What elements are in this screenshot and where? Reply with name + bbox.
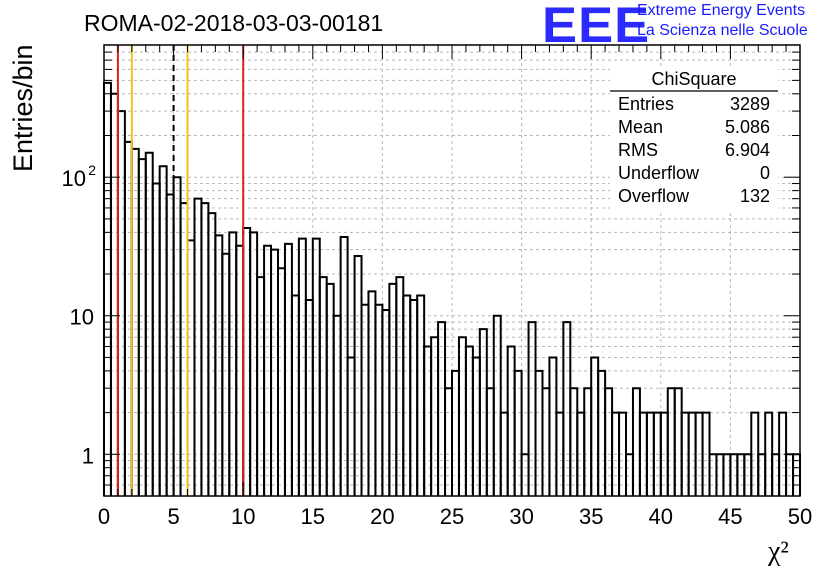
stats-row-value: 6.904 [725,140,770,160]
stats-row-value: 5.086 [725,117,770,137]
histogram-bin [597,369,607,496]
histogram-bin [186,239,196,496]
histogram-bin [534,369,544,496]
histogram-bin [492,314,502,496]
histogram-bin [137,158,147,496]
histogram-bin [457,336,467,496]
stats-row-label: Entries [618,94,674,114]
histogram-bin [583,387,593,496]
x-tick-label: 45 [718,504,742,529]
histogram-bin [416,294,426,496]
histogram-bin [277,267,286,496]
histogram-bin [270,248,279,496]
histogram-bin [673,387,683,496]
histogram-bin [402,294,412,496]
histogram-bin [221,252,231,496]
histogram-bin [332,314,342,496]
histogram-bin [451,369,460,496]
histogram-bin [430,336,440,496]
histogram-bin [346,356,356,496]
logo-subtitle-line1: Extreme Energy Events [637,2,806,19]
histogram-bin [471,356,481,496]
histogram-bin [151,182,161,496]
stats-row-label: Overflow [618,186,690,206]
y-tick-label: 10 [70,305,94,330]
stats-box: ChiSquare Entries 3289 Mean 5.086 RMS 6.904 Und… [610,68,778,210]
histogram-bin [193,197,203,496]
histogram-bin [590,356,600,496]
histogram-bin [527,321,537,496]
x-tick-label: 15 [301,504,325,529]
histogram-bin [200,202,210,496]
x-tick-label: 10 [231,504,255,529]
histogram-bin [569,387,579,496]
x-tick-label: 50 [788,504,812,529]
chart-title: ROMA-02-2018-03-03-00181 [84,10,384,36]
histogram-bin [604,387,614,496]
histogram-bin [541,387,551,496]
histogram-bin [513,369,523,496]
histogram-bin [562,321,572,496]
histogram-bin [353,254,363,496]
histogram-bin [318,276,328,496]
histogram-bin [464,345,474,496]
histogram-bin [339,236,349,496]
stats-row-value: 0 [760,163,770,183]
histogram-bin [290,294,300,496]
axes [103,44,801,497]
stats-row-label: Underflow [618,163,700,183]
y-tick-exponent: 2 [88,162,96,178]
histogram-bin [631,387,641,496]
stats-row-label: Mean [618,117,663,137]
histogram-bin [437,321,447,496]
reference-lines [116,45,245,496]
histogram-bin [144,151,154,496]
histogram-bin [297,237,307,496]
histogram-bin [283,242,293,496]
histogram-bin [395,276,405,496]
x-tick-label: 20 [370,504,394,529]
y-tick-label: 10 [62,166,86,191]
histogram-bin [165,193,175,496]
histogram-bin [242,226,252,496]
histogram-bin [116,110,126,496]
histogram-bin [228,231,238,496]
stats-title: ChiSquare [651,69,736,89]
histogram-bin [172,176,182,496]
eee-logo: EEE [542,0,651,53]
histogram-bin [123,140,133,496]
histogram-bin [444,387,453,496]
stats-row-value: 132 [740,186,770,206]
histogram-bin [109,92,119,496]
x-tick-label: 35 [579,504,603,529]
histogram-bin [311,237,321,496]
histogram-bin [103,81,112,496]
histogram-bin [249,231,259,496]
x-axis-label: χ² [768,536,789,567]
stats-row-value: 3289 [730,94,770,114]
x-tick-label: 0 [98,504,110,529]
stats-row-label: RMS [618,140,658,160]
histogram-bars [103,81,801,496]
histogram-bin [256,276,266,496]
histogram-bin [666,387,676,496]
histogram-bin [179,202,189,496]
x-tick-label: 30 [509,504,533,529]
histogram-bin [548,356,558,496]
histogram-bin [207,212,217,496]
x-tick-label: 5 [167,504,179,529]
logo-subtitle-line2: La Scienza nelle Scuole [637,22,808,39]
stats-background [610,68,778,210]
histogram-bin [485,387,495,496]
x-tick-label: 25 [440,504,464,529]
histogram-bin [506,345,516,496]
x-tick-label: 40 [649,504,673,529]
y-tick-label: 1 [82,443,94,468]
histogram-bin [158,165,168,496]
histogram-bin [423,345,433,496]
